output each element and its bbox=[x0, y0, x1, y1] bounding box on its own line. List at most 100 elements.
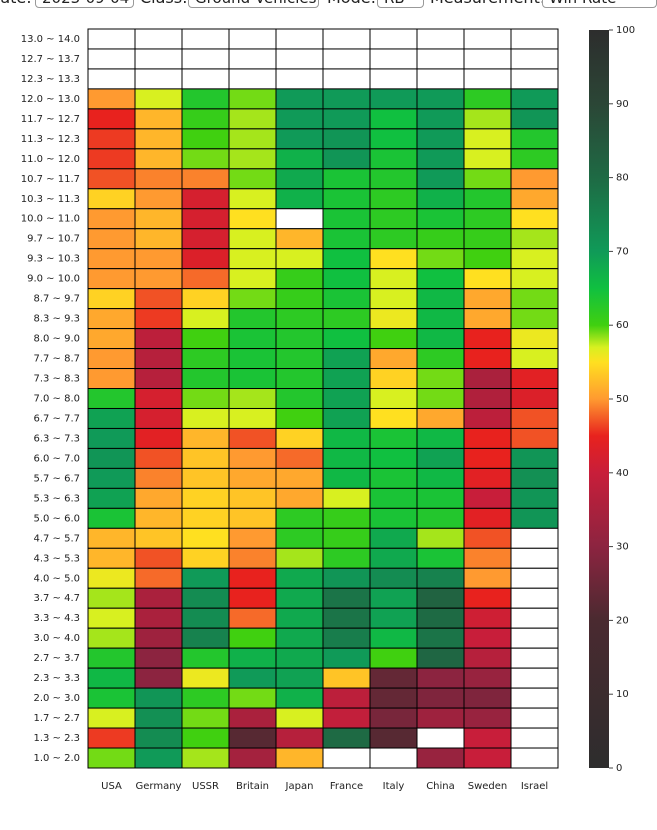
heat-cell bbox=[134, 607, 183, 629]
y-tick-label: 1.3 ~ 2.3 bbox=[33, 733, 80, 744]
heat-cell bbox=[322, 388, 371, 409]
empty-cell bbox=[369, 68, 418, 90]
heat-cell bbox=[322, 328, 371, 350]
heat-cell bbox=[228, 607, 277, 629]
heat-cell bbox=[369, 527, 418, 549]
heat-cell bbox=[228, 447, 277, 469]
heat-cell bbox=[87, 388, 136, 409]
heat-cell bbox=[322, 308, 371, 330]
heat-cell bbox=[134, 687, 183, 709]
heat-cell bbox=[275, 308, 324, 330]
heat-cell bbox=[181, 188, 230, 210]
dropdown[interactable]: RB bbox=[377, 0, 424, 8]
dropdown[interactable]: Ground Vehicles bbox=[188, 0, 319, 8]
empty-cell bbox=[510, 727, 559, 749]
heat-cell bbox=[87, 667, 136, 689]
heat-cell bbox=[322, 447, 371, 469]
heat-cell bbox=[416, 88, 465, 110]
heat-cell bbox=[275, 627, 324, 649]
heat-cell bbox=[322, 587, 371, 609]
heat-cell bbox=[228, 407, 277, 429]
heat-cell bbox=[463, 607, 512, 629]
x-tick-label: USSR bbox=[192, 781, 219, 792]
heat-cell bbox=[87, 148, 136, 170]
heat-cell bbox=[181, 447, 230, 469]
y-tick-label: 7.7 ~ 8.7 bbox=[33, 354, 80, 365]
empty-cell bbox=[510, 68, 559, 90]
heat-cell bbox=[228, 208, 277, 230]
heat-cell bbox=[228, 228, 277, 250]
heat-cell bbox=[369, 368, 418, 390]
heat-cell bbox=[87, 407, 136, 429]
heat-cell bbox=[181, 427, 230, 449]
heat-cell bbox=[416, 427, 465, 449]
heat-cell bbox=[181, 308, 230, 330]
heat-cell bbox=[87, 268, 136, 290]
heat-cell bbox=[181, 148, 230, 170]
dropdown[interactable]: 2023-09-04 bbox=[35, 0, 134, 8]
empty-cell bbox=[87, 48, 136, 70]
heat-cell bbox=[87, 507, 136, 529]
heat-cell bbox=[275, 427, 324, 449]
heat-cell bbox=[228, 427, 277, 449]
heat-cell bbox=[228, 328, 277, 350]
heat-cell bbox=[134, 407, 183, 429]
heat-cell bbox=[228, 128, 277, 150]
heat-cell bbox=[87, 747, 136, 769]
heat-cell bbox=[416, 368, 465, 390]
heat-cell bbox=[322, 527, 371, 549]
heat-cell bbox=[181, 248, 230, 270]
heat-cell bbox=[275, 407, 324, 429]
heat-cell bbox=[369, 168, 418, 190]
y-tick-label: 11.7 ~ 12.7 bbox=[21, 114, 80, 125]
heat-cell bbox=[510, 308, 559, 330]
heat-cell bbox=[463, 647, 512, 669]
heat-cell bbox=[134, 148, 183, 170]
heat-cell bbox=[181, 328, 230, 350]
heat-cell bbox=[181, 707, 230, 729]
heat-cell bbox=[134, 487, 183, 509]
y-tick-label: 13.0 ~ 14.0 bbox=[21, 34, 80, 45]
heat-cell bbox=[275, 388, 324, 409]
x-tick-label: Italy bbox=[383, 781, 405, 792]
heat-cell bbox=[228, 108, 277, 130]
heat-cell bbox=[463, 348, 512, 370]
heat-cell bbox=[416, 507, 465, 529]
heat-cell bbox=[322, 148, 371, 170]
heat-cell bbox=[87, 328, 136, 350]
heat-cell bbox=[275, 467, 324, 489]
y-tick-label: 6.7 ~ 7.7 bbox=[33, 413, 80, 424]
heat-cell bbox=[416, 587, 465, 609]
heat-cell bbox=[416, 747, 465, 769]
heat-cell bbox=[87, 308, 136, 330]
heat-cell bbox=[134, 188, 183, 210]
heat-cell bbox=[510, 507, 559, 529]
empty-cell bbox=[275, 208, 324, 230]
control-label: Measurement: bbox=[430, 0, 545, 8]
heat-cell bbox=[134, 88, 183, 110]
heat-cell bbox=[416, 308, 465, 330]
heat-cell bbox=[416, 547, 465, 569]
heat-cell bbox=[134, 348, 183, 370]
heat-cell bbox=[369, 308, 418, 330]
colorbar-tick-label: 90 bbox=[616, 99, 629, 110]
heat-cell bbox=[463, 467, 512, 489]
heat-cell bbox=[322, 467, 371, 489]
heat-cell bbox=[228, 587, 277, 609]
heat-cell bbox=[322, 407, 371, 429]
y-tick-label: 8.3 ~ 9.3 bbox=[33, 314, 80, 325]
y-tick-label: 1.0 ~ 2.0 bbox=[33, 753, 80, 764]
colorbar-tick-label: 70 bbox=[616, 246, 629, 257]
heat-cell bbox=[181, 208, 230, 230]
y-tick-label: 5.7 ~ 6.7 bbox=[33, 473, 80, 484]
heat-cell bbox=[369, 687, 418, 709]
heat-cell bbox=[134, 727, 183, 749]
y-tick-label: 7.3 ~ 8.3 bbox=[33, 374, 80, 385]
heat-cell bbox=[134, 567, 183, 589]
heat-cell bbox=[369, 407, 418, 429]
heat-cell bbox=[275, 567, 324, 589]
heat-cell bbox=[228, 88, 277, 110]
heat-cell bbox=[369, 188, 418, 210]
empty-cell bbox=[181, 28, 230, 50]
heat-cell bbox=[181, 547, 230, 569]
